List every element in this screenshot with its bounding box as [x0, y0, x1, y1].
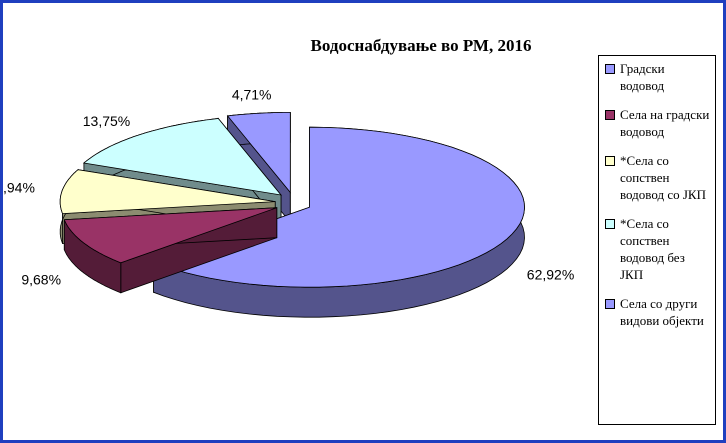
- legend-item: Села на градски водовод: [605, 106, 711, 140]
- legend-swatch: [605, 299, 615, 309]
- legend-label: Села на градски водовод: [620, 107, 710, 139]
- legend-item: *Села со сопствен водовод без ЈКП: [605, 215, 711, 283]
- data-label: 8,94%: [3, 180, 35, 196]
- slice-top: [82, 118, 282, 196]
- slice-top: [63, 207, 277, 264]
- data-label: 9,68%: [21, 271, 61, 287]
- data-label: 13,75%: [83, 113, 130, 129]
- legend-item: Села со други видови објекти: [605, 295, 711, 329]
- plot: Водоснабдување во РМ, 2016 62,92% 9,68% 8,…: [3, 36, 574, 318]
- slice-top: [226, 112, 291, 194]
- legend-item: Градски водовод: [605, 60, 711, 94]
- legend-label: Села со други видови објекти: [620, 296, 704, 328]
- legend-swatch: [605, 64, 615, 74]
- slice-top: [59, 169, 276, 215]
- legend-swatch: [605, 156, 615, 166]
- chart-title: Водоснабдување во РМ, 2016: [311, 36, 532, 55]
- data-label: 4,71%: [232, 87, 272, 103]
- legend-item: *Села со сопствен водовод со ЈКП: [605, 152, 711, 203]
- legend-label: *Села со сопствен водовод без ЈКП: [620, 216, 685, 282]
- legend-swatch: [605, 110, 615, 120]
- legend-label: *Села со сопствен водовод со ЈКП: [620, 153, 706, 202]
- legend: Градски водовод Села на градски водовод *С…: [598, 55, 716, 425]
- slice: [63, 207, 278, 294]
- legend-swatch: [605, 219, 615, 229]
- legend-label: Градски водовод: [620, 61, 665, 93]
- data-label: 62,92%: [527, 266, 574, 282]
